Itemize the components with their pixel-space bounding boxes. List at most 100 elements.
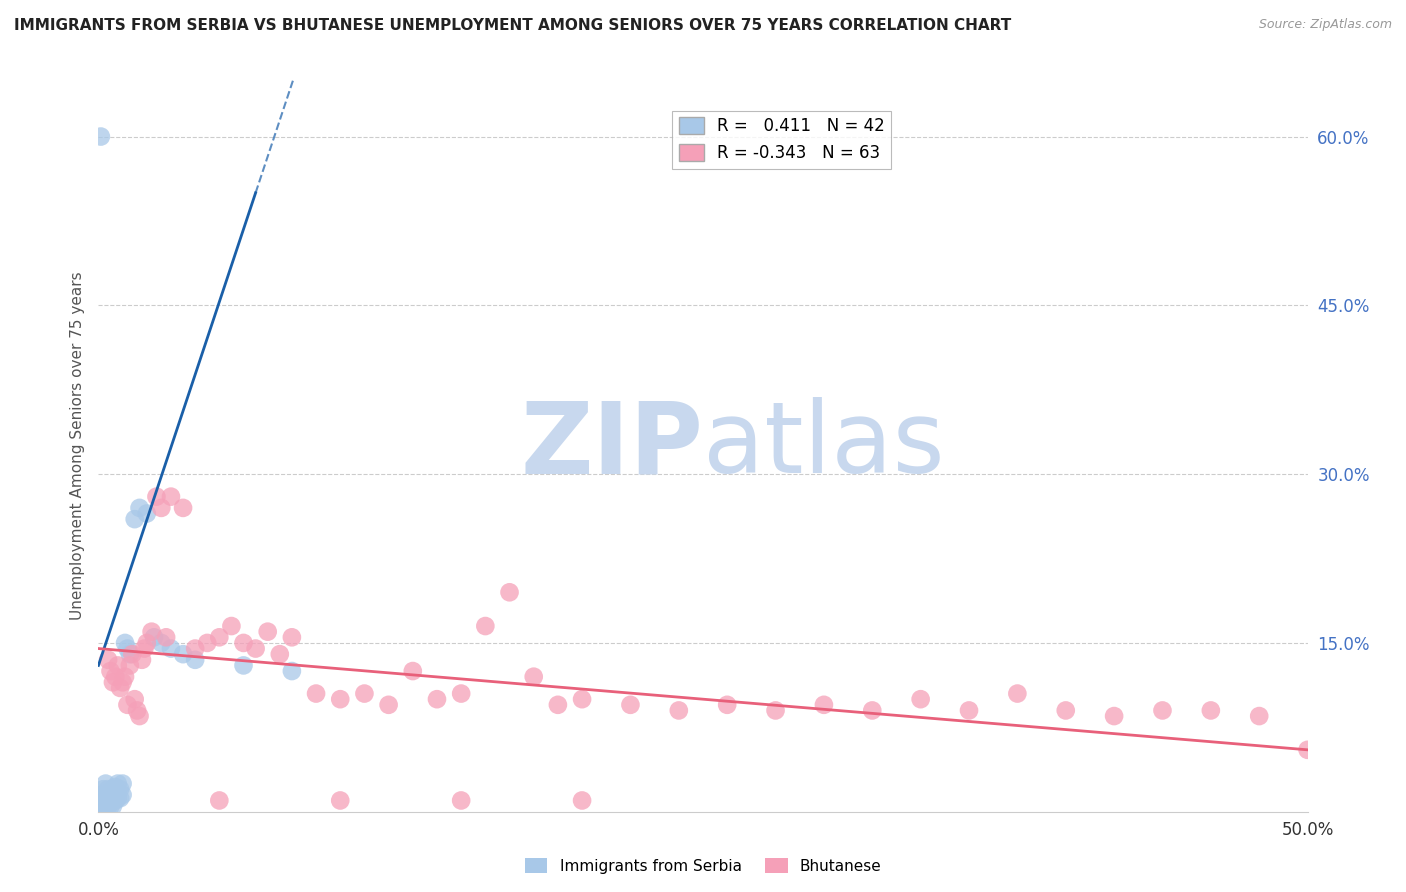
Point	[305, 687, 328, 701]
Point	[716, 698, 738, 712]
Point	[1007, 687, 1029, 701]
Point	[101, 793, 124, 807]
Legend: Immigrants from Serbia, Bhutanese: Immigrants from Serbia, Bhutanese	[519, 852, 887, 880]
Point	[97, 653, 120, 667]
Point	[402, 664, 425, 678]
Point	[111, 675, 134, 690]
Point	[100, 664, 122, 678]
Point	[329, 692, 352, 706]
Point	[150, 500, 173, 515]
Point	[1102, 709, 1125, 723]
Point	[97, 799, 120, 814]
Point	[128, 709, 150, 723]
Point	[131, 653, 153, 667]
Point	[813, 698, 835, 712]
Point	[90, 788, 112, 802]
Point	[281, 664, 304, 678]
Point	[232, 636, 254, 650]
Point	[108, 791, 131, 805]
Point	[474, 619, 496, 633]
Point	[281, 630, 304, 644]
Point	[90, 793, 112, 807]
Legend: R =   0.411   N = 42, R = -0.343   N = 63: R = 0.411 N = 42, R = -0.343 N = 63	[672, 111, 891, 169]
Point	[100, 793, 122, 807]
Point	[571, 793, 593, 807]
Point	[97, 782, 120, 797]
Point	[184, 653, 207, 667]
Point	[124, 692, 146, 706]
Point	[245, 641, 267, 656]
Point	[91, 782, 114, 797]
Point	[143, 630, 166, 644]
Point	[94, 788, 117, 802]
Point	[957, 703, 980, 717]
Point	[150, 636, 173, 650]
Point	[90, 799, 112, 814]
Point	[668, 703, 690, 717]
Point	[94, 799, 117, 814]
Point	[111, 776, 134, 790]
Point	[450, 687, 472, 701]
Point	[498, 585, 520, 599]
Y-axis label: Unemployment Among Seniors over 75 years: Unemployment Among Seniors over 75 years	[69, 272, 84, 620]
Point	[208, 793, 231, 807]
Point	[107, 776, 129, 790]
Point	[1152, 703, 1174, 717]
Point	[124, 512, 146, 526]
Point	[208, 630, 231, 644]
Point	[195, 636, 218, 650]
Point	[426, 692, 449, 706]
Point	[172, 647, 194, 661]
Point	[1296, 743, 1319, 757]
Point	[114, 670, 136, 684]
Point	[523, 670, 546, 684]
Text: atlas: atlas	[703, 398, 945, 494]
Point	[256, 624, 278, 639]
Text: Source: ZipAtlas.com: Source: ZipAtlas.com	[1258, 18, 1392, 31]
Point	[91, 790, 114, 805]
Point	[108, 782, 131, 797]
Point	[107, 658, 129, 673]
Point	[91, 796, 114, 810]
Point	[547, 698, 569, 712]
Point	[117, 641, 139, 656]
Point	[860, 703, 883, 717]
Point	[172, 500, 194, 515]
Point	[1199, 703, 1222, 717]
Point	[765, 703, 787, 717]
Point	[221, 619, 243, 633]
Point	[104, 793, 127, 807]
Point	[910, 692, 932, 706]
Point	[141, 624, 163, 639]
Point	[101, 675, 124, 690]
Point	[104, 670, 127, 684]
Point	[145, 490, 167, 504]
Point	[97, 791, 120, 805]
Point	[377, 698, 399, 712]
Point	[160, 490, 183, 504]
Point	[1054, 703, 1077, 717]
Point	[127, 703, 149, 717]
Point	[101, 782, 124, 797]
Point	[117, 698, 139, 712]
Point	[160, 641, 183, 656]
Point	[155, 630, 177, 644]
Point	[135, 636, 157, 650]
Point	[94, 793, 117, 807]
Point	[128, 500, 150, 515]
Point	[450, 793, 472, 807]
Point	[269, 647, 291, 661]
Point	[104, 780, 127, 794]
Point	[114, 636, 136, 650]
Point	[94, 776, 117, 790]
Point	[1249, 709, 1271, 723]
Point	[121, 647, 143, 661]
Point	[111, 788, 134, 802]
Point	[91, 799, 114, 814]
Point	[134, 641, 156, 656]
Point	[90, 129, 112, 144]
Point	[100, 784, 122, 798]
Point	[619, 698, 641, 712]
Point	[118, 658, 141, 673]
Point	[329, 793, 352, 807]
